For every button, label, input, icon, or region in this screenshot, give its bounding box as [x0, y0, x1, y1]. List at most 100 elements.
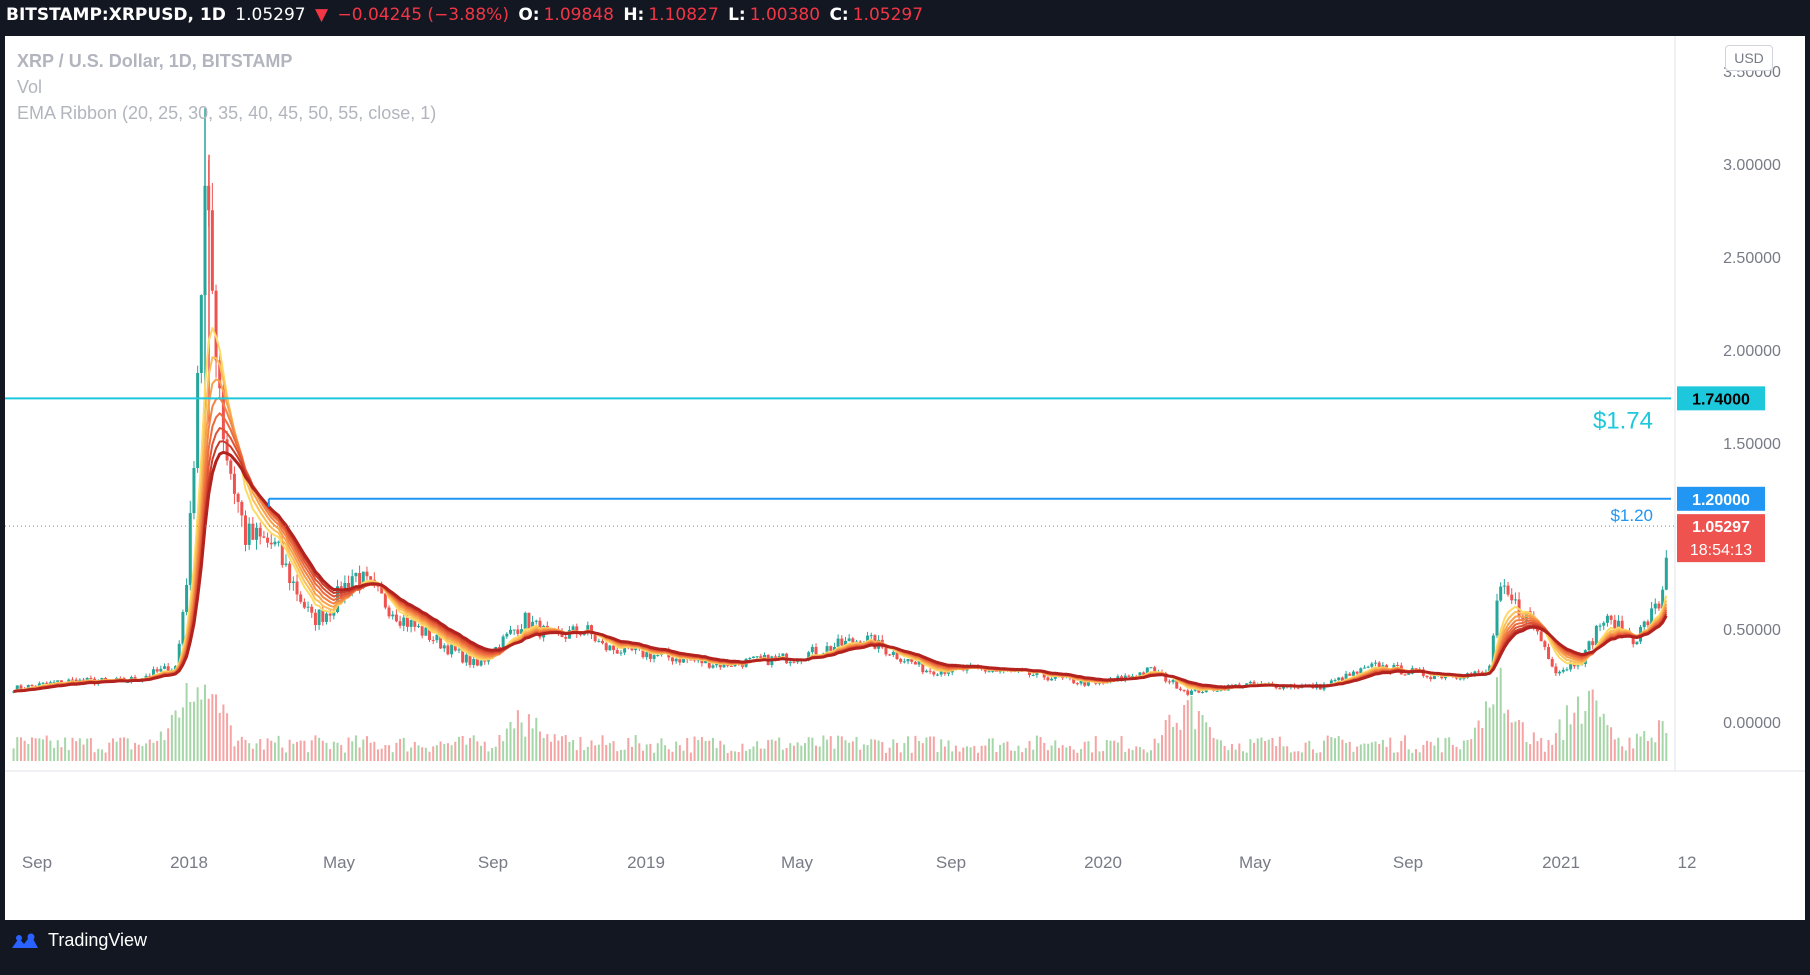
volume-bar — [1175, 722, 1178, 761]
volume-bar — [1017, 745, 1020, 761]
volume-bar — [237, 740, 240, 761]
volume-bar — [969, 747, 972, 761]
candle-body — [1252, 681, 1256, 685]
candle-body — [656, 654, 660, 656]
candle-body — [891, 651, 895, 656]
volume-bar — [704, 740, 707, 761]
candle-body — [807, 652, 811, 661]
candle-body — [446, 645, 450, 655]
volume-bar — [965, 746, 968, 761]
candle-body — [328, 613, 332, 616]
candle-body — [707, 659, 711, 668]
volume-bar — [115, 741, 118, 761]
candle-body — [604, 643, 608, 651]
volume-bar — [1322, 740, 1325, 761]
candle-body — [623, 644, 627, 653]
volume-bar — [921, 743, 924, 761]
volume-bar — [1610, 727, 1613, 761]
candle-body — [1598, 625, 1602, 627]
volume-bar — [1392, 752, 1395, 761]
price-chart[interactable]: $1.74$1.203.500003.000002.500002.000001.… — [5, 36, 1805, 920]
volume-bar — [1606, 725, 1609, 761]
volume-bar — [100, 749, 103, 761]
volume-bar — [1120, 736, 1123, 761]
volume-bar — [697, 740, 700, 761]
symbol-header: BITSTAMP:XRPUSD, 1D 1.05297 ▼ −0.04245 (… — [0, 0, 1810, 34]
volume-bar — [270, 740, 273, 761]
volume-bar — [273, 742, 276, 761]
volume-bar — [251, 748, 254, 761]
currency-button[interactable]: USD — [1725, 45, 1773, 71]
candle-body — [358, 573, 362, 589]
volume-bar — [759, 748, 762, 761]
volume-bar — [472, 735, 475, 761]
candle-body — [615, 650, 619, 654]
candle-body — [843, 640, 847, 646]
candle-body — [435, 634, 439, 641]
volume-bar — [78, 738, 81, 761]
symbol-name[interactable]: BITSTAMP:XRPUSD, 1D — [6, 5, 226, 25]
volume-bar — [340, 745, 343, 761]
volume-bar — [1061, 745, 1064, 761]
chart-pane[interactable]: $1.74 $1.20 3.50000 3.00000 2.50000 2.00000 1.… — [5, 36, 1805, 920]
volume-bar — [505, 728, 508, 761]
volume-bar — [1065, 747, 1068, 761]
volume-bar — [1532, 732, 1535, 761]
legend-volume[interactable]: Vol — [17, 77, 43, 97]
volume-bar — [1348, 741, 1351, 761]
volume-bar — [336, 742, 339, 761]
volume-bar — [1278, 736, 1281, 761]
candle-body — [888, 654, 892, 656]
volume-bar — [995, 752, 998, 761]
ema-line-20 — [13, 327, 1668, 693]
candle-body — [1340, 677, 1344, 682]
candle-body — [56, 680, 60, 683]
volume-bar — [660, 738, 663, 761]
volume-bar — [630, 746, 633, 761]
volume-bar — [1459, 749, 1462, 761]
candle-body — [866, 635, 870, 643]
candle-body — [1414, 668, 1418, 670]
volume-bar — [682, 750, 685, 761]
volume-bar — [1654, 742, 1657, 761]
volume-bar — [1565, 705, 1568, 761]
volume-bar — [1249, 739, 1252, 761]
candle-body — [1329, 680, 1333, 685]
candle-body — [369, 576, 373, 580]
volume-bar — [27, 744, 30, 761]
volume-bar — [421, 747, 424, 761]
tradingview-brand[interactable]: TradingView — [10, 930, 147, 951]
volume-bar — [1514, 721, 1517, 761]
volume-bar — [723, 744, 726, 761]
candle-body — [243, 515, 247, 545]
candle-body — [1547, 647, 1551, 660]
legend-title[interactable]: XRP / U.S. Dollar, 1D, BITSTAMP — [17, 51, 293, 71]
volume-bar — [851, 741, 854, 761]
volume-bar — [1190, 695, 1193, 761]
volume-bar — [575, 750, 578, 761]
volume-bar — [973, 745, 976, 761]
low-value: 1.00380 — [749, 5, 821, 25]
legend-ema-ribbon[interactable]: EMA Ribbon (20, 25, 30, 35, 40, 45, 50, … — [17, 103, 437, 123]
candle-body — [1576, 665, 1580, 667]
volume-bar — [332, 741, 335, 761]
volume-bar — [1466, 740, 1469, 761]
volume-bar — [1473, 727, 1476, 761]
x-tick-label: Sep — [478, 853, 508, 872]
volume-bar — [152, 742, 155, 761]
candle-body — [1495, 600, 1499, 636]
open-label: O: — [518, 5, 540, 25]
volume-bar — [502, 741, 505, 761]
volume-bar — [781, 749, 784, 761]
candle-body — [365, 571, 369, 577]
price-tag-1-20: 1.20000 — [1692, 492, 1750, 509]
candle-body — [1462, 677, 1466, 679]
candle-body — [932, 671, 936, 675]
volume-bar — [89, 738, 92, 761]
candle-body — [236, 493, 240, 502]
volume-bar — [608, 743, 611, 761]
candle-body — [163, 666, 167, 669]
volume-bar — [1529, 744, 1532, 761]
candle-body — [166, 666, 170, 673]
volume-bar — [303, 740, 306, 761]
